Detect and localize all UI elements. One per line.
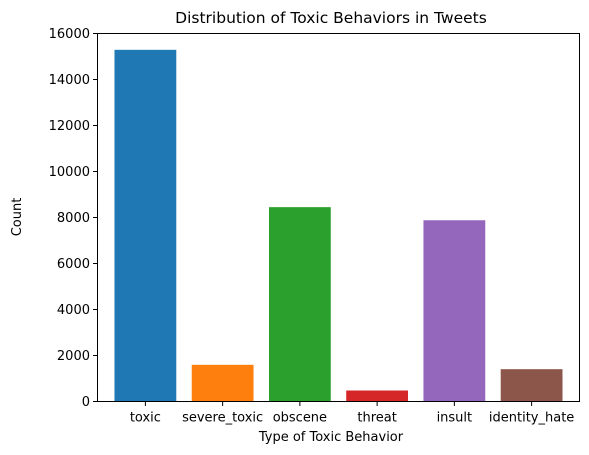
x-axis: toxic severe_toxic obscene threat insult iden… — [130, 401, 574, 426]
y-axis: 0 2000 4000 6000 8000 10000 12000 14000 16000 — [49, 27, 98, 410]
y-tick-label: 2000 — [57, 349, 90, 364]
bar-threat — [346, 390, 409, 402]
plot-frame — [97, 33, 580, 402]
y-axis-label: Count — [10, 198, 25, 237]
bars-group — [114, 49, 563, 402]
bar-identity-hate — [500, 369, 563, 402]
y-tick-label: 6000 — [57, 257, 90, 272]
bar-insult — [423, 220, 486, 402]
bar-obscene — [268, 207, 331, 402]
y-tick-label: 8000 — [57, 211, 90, 226]
bar-toxic — [114, 49, 177, 402]
x-tick-label: obscene — [273, 411, 327, 426]
y-tick-label: 16000 — [49, 27, 90, 42]
y-tick-label: 12000 — [49, 119, 90, 134]
bar-severe-toxic — [191, 364, 254, 402]
y-tick-label: 4000 — [57, 303, 90, 318]
x-tick-label: insult — [437, 411, 473, 426]
y-tick-label: 10000 — [49, 165, 90, 180]
y-tick-label: 0 — [82, 395, 90, 410]
x-tick-label: threat — [357, 411, 396, 426]
x-tick-label: toxic — [130, 411, 161, 426]
y-tick-label: 14000 — [49, 73, 90, 88]
x-axis-label: Type of Toxic Behavior — [258, 430, 404, 445]
x-tick-label: identity_hate — [489, 411, 574, 426]
chart-title: Distribution of Toxic Behaviors in Tweet… — [175, 9, 487, 27]
x-tick-label: severe_toxic — [182, 411, 263, 426]
